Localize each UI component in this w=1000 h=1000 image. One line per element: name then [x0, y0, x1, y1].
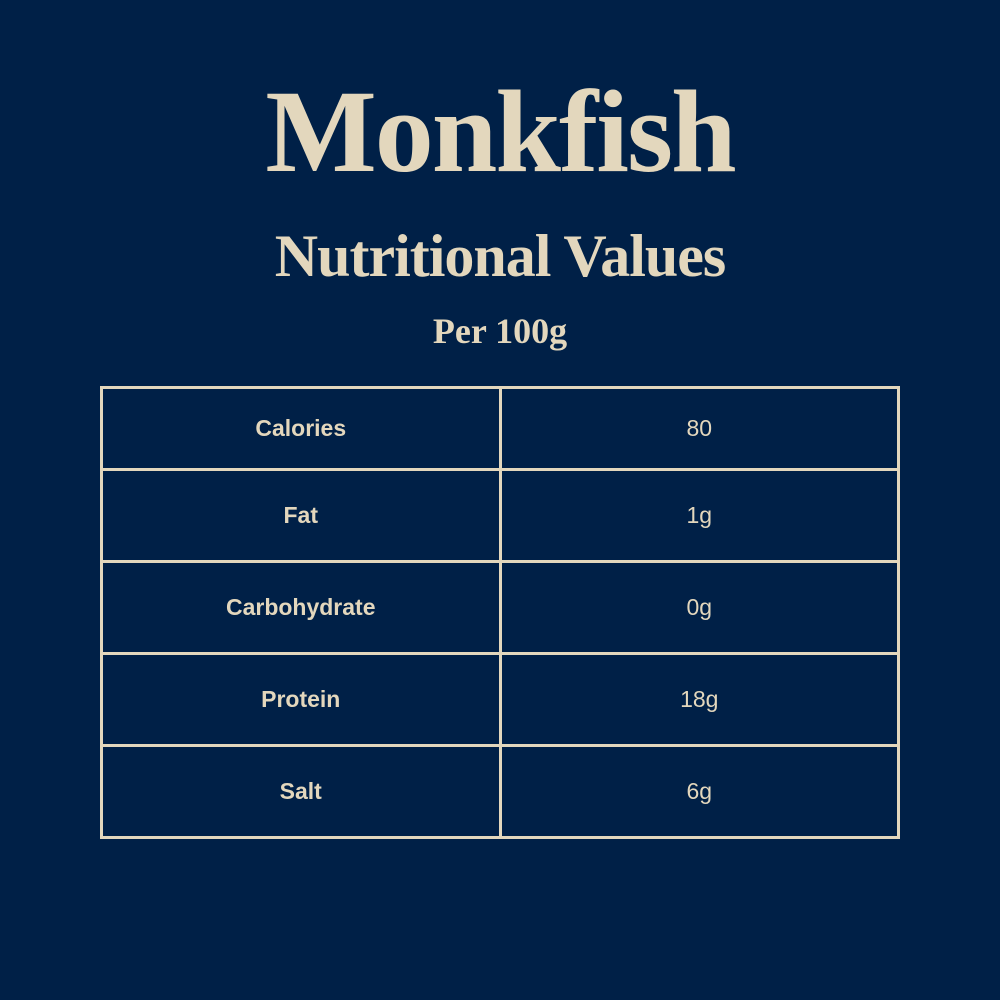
table-row: Calories 80 [100, 386, 900, 471]
nutrient-label: Calories [100, 386, 502, 471]
table-row: Fat 1g [100, 468, 900, 563]
nutrient-label: Carbohydrate [100, 560, 502, 655]
nutrient-label: Fat [100, 468, 502, 563]
nutrient-value: 80 [498, 386, 900, 471]
serving-size: Per 100g [432, 311, 568, 351]
nutrient-value: 1g [498, 468, 900, 563]
nutrient-value: 0g [498, 560, 900, 655]
nutrient-label: Protein [100, 652, 502, 747]
nutrient-value: 6g [498, 744, 900, 839]
page-title: Monkfish [265, 66, 736, 197]
table-row: Protein 18g [100, 652, 900, 747]
table-row: Carbohydrate 0g [100, 560, 900, 655]
table-row: Salt 6g [100, 744, 900, 839]
nutrition-table: Calories 80 Fat 1g Carbohydrate 0g Prote… [100, 386, 900, 839]
nutrient-label: Salt [100, 744, 502, 839]
page-subtitle: Nutritional Values [274, 223, 726, 289]
nutrient-value: 18g [498, 652, 900, 747]
